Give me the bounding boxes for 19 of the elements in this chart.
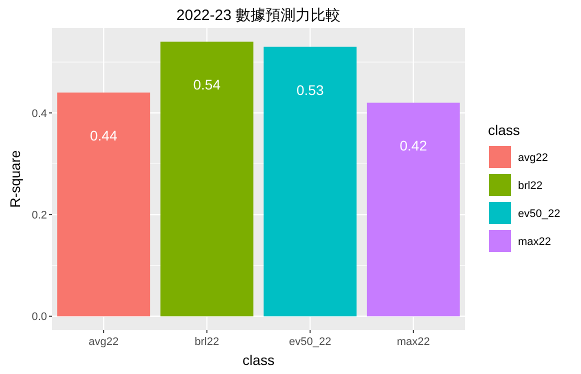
y-tick-label: 0.0 — [32, 311, 47, 324]
x-tick-label: max22 — [396, 336, 430, 348]
x-tick-label: avg22 — [88, 336, 119, 348]
legend-label: avg22 — [518, 152, 548, 164]
x-tick-label: brl22 — [194, 336, 220, 348]
legend-label: ev50_22 — [518, 208, 560, 220]
data-label: 0.42 — [400, 138, 428, 154]
y-axis-title: R-square — [7, 150, 23, 208]
data-label: 0.44 — [90, 128, 118, 144]
legend-label: max22 — [518, 236, 552, 248]
chart-title: 2022-23 數據預測力比較 — [176, 7, 341, 24]
x-axis-title: class — [242, 352, 274, 368]
legend-title: class — [488, 122, 520, 138]
data-label: 0.53 — [296, 82, 324, 98]
x-tick-label: ev50_22 — [289, 336, 332, 348]
y-tick-label: 0.2 — [32, 209, 47, 222]
legend-label: brl22 — [518, 180, 542, 192]
y-tick-label: 0.4 — [32, 108, 47, 120]
data-label: 0.54 — [193, 76, 221, 93]
